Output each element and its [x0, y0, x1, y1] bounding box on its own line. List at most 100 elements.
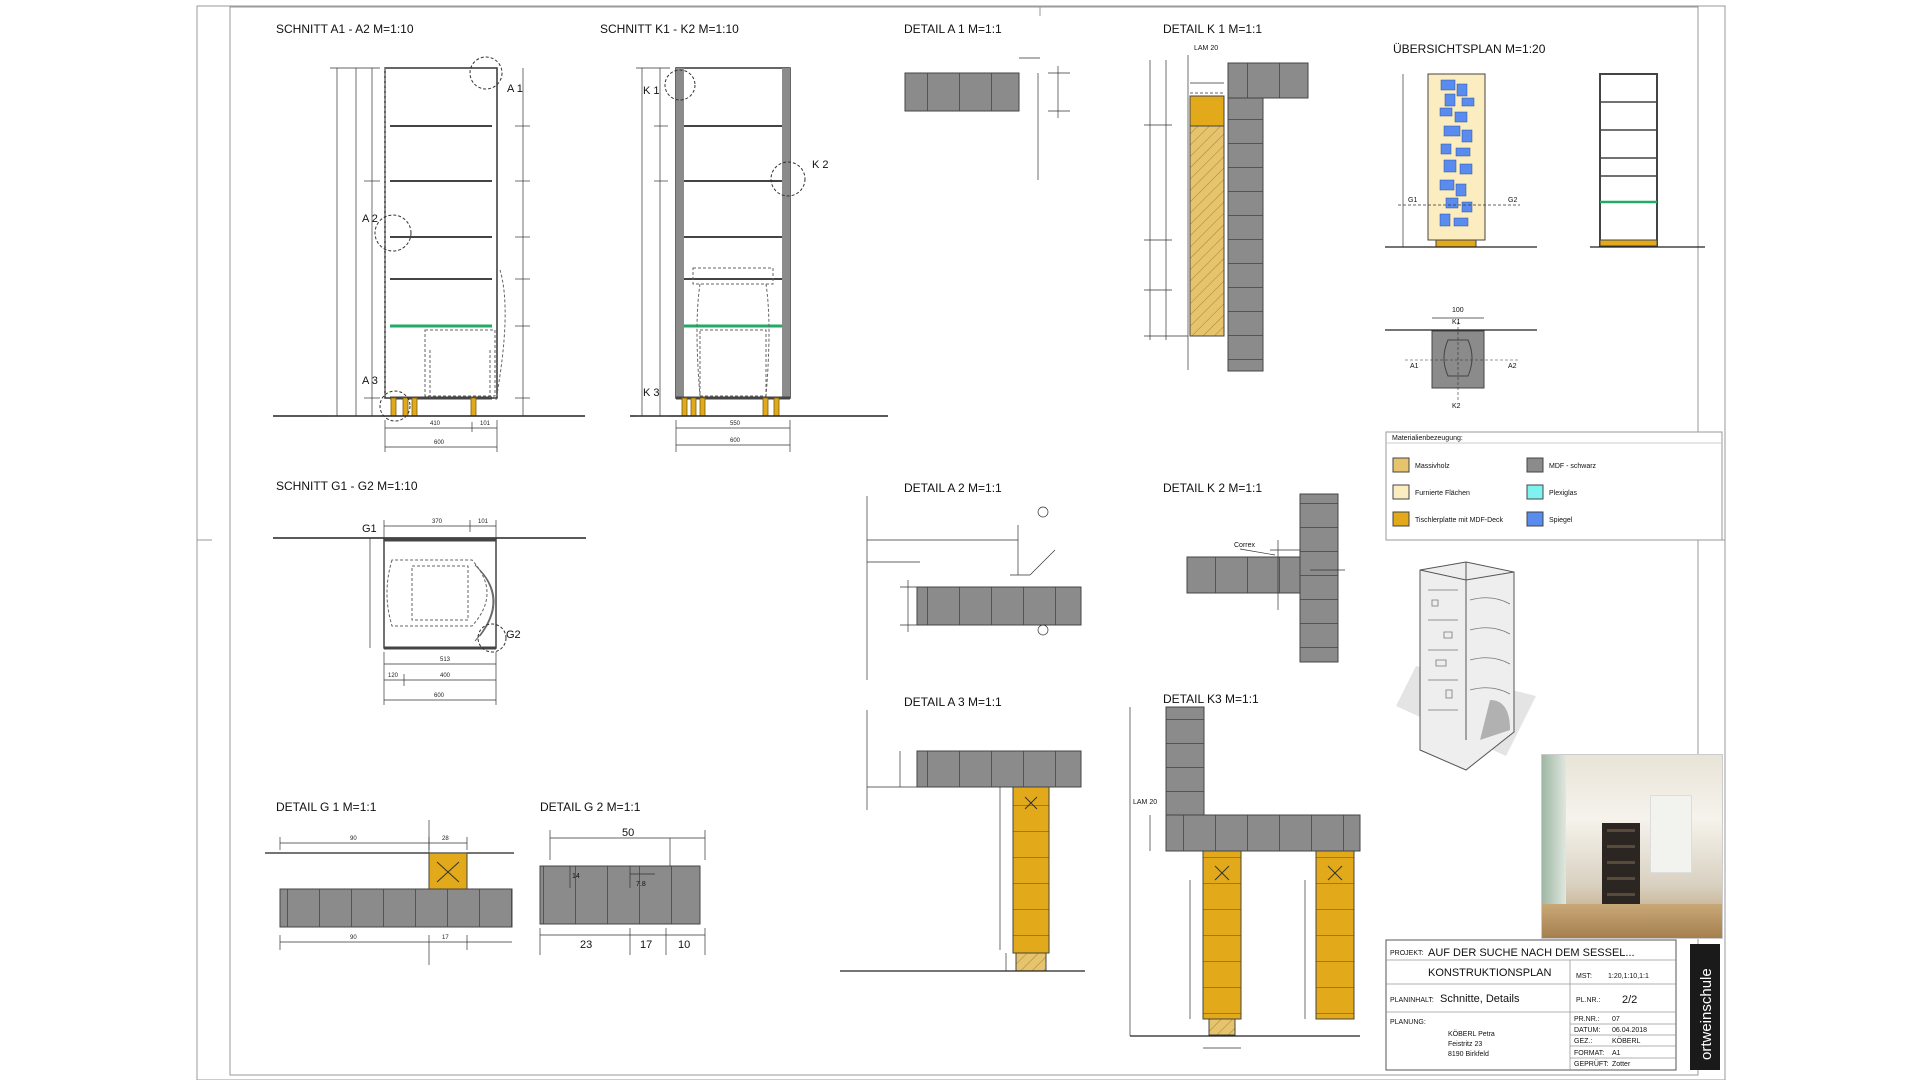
detail-a3-title: DETAIL A 3 M=1:1	[904, 695, 1002, 709]
legend-label: Spiegel	[1549, 517, 1573, 524]
tb-gez-value: KÖBERL	[1612, 1037, 1641, 1045]
title-block: PROJEKT: AUF DER SUCHE NACH DEM SESSEL..…	[1385, 939, 1720, 1071]
k3-lam-label: LAM 20	[1133, 799, 1157, 806]
dim-g2-7-8: 7.8	[636, 881, 646, 888]
detail-a2-title: DETAIL A 2 M=1:1	[904, 481, 1002, 495]
mirror-pattern	[1439, 79, 1475, 227]
tb-format-label: FORMAT:	[1574, 1050, 1604, 1057]
sheet-frame	[196, 5, 1726, 1080]
tb-planung-name: KÖBERL Petra	[1448, 1030, 1495, 1038]
dim-g2-23: 23	[580, 939, 592, 951]
dim-g1g2-600: 600	[434, 693, 445, 699]
tb-plnr-value: 2/2	[1622, 994, 1637, 1006]
dim-k1k2-600: 600	[730, 438, 741, 444]
marker-a3: A 3	[362, 375, 378, 387]
dim-g1g2-400: 400	[440, 673, 451, 679]
tb-datum-label: DATUM:	[1574, 1027, 1600, 1034]
marker-k3: K 3	[643, 387, 660, 399]
overview-marker-k2: K2	[1452, 403, 1461, 410]
dim-g1-90-bottom: 90	[350, 935, 357, 941]
detail-g2-title: DETAIL G 2 M=1:1	[540, 800, 641, 814]
tb-projekt-value: AUF DER SUCHE NACH DEM SESSEL...	[1428, 947, 1635, 959]
tb-planung-street: Feistritz 23	[1448, 1041, 1482, 1048]
section-k1-k2-title: SCHNITT K1 - K2 M=1:10	[600, 22, 739, 36]
detail-k1-title: DETAIL K 1 M=1:1	[1163, 22, 1262, 36]
dim-a1a2-101: 101	[480, 421, 491, 427]
dim-g2-17: 17	[640, 939, 652, 951]
detail-a2: DETAIL A 2 M=1:1	[866, 481, 1082, 680]
dim-g1-17: 17	[442, 935, 449, 941]
section-g1-g2: SCHNITT G1 - G2 M=1:10 G1 G2	[273, 479, 586, 705]
detail-k1: DETAIL K 1 M=1:1 LAM 20	[1144, 22, 1309, 372]
section-g1-g2-title: SCHNITT G1 - G2 M=1:10	[276, 479, 418, 493]
dim-g1-28: 28	[442, 836, 449, 842]
tb-gez-label: GEZ.:	[1574, 1038, 1592, 1045]
marker-g2: G2	[506, 629, 521, 641]
dim-g1-90-top: 90	[350, 836, 357, 842]
detail-a1: DETAIL A 1 M=1:1	[904, 22, 1070, 180]
photo-floor	[1542, 904, 1722, 938]
legend-label: Massivholz	[1415, 463, 1450, 470]
marker-a2: A 2	[362, 213, 378, 225]
overview-marker-k1: K1	[1452, 319, 1461, 326]
section-a1-a2-title: SCHNITT A1 - A2 M=1:10	[276, 22, 414, 36]
overview-title: ÜBERSICHTSPLAN M=1:20	[1393, 42, 1546, 56]
tb-mst-label: MST:	[1576, 973, 1592, 980]
tb-plnr-label: PL.NR.:	[1576, 997, 1601, 1004]
tb-prnr-label: PR.NR.:	[1574, 1016, 1600, 1023]
legend-swatch	[1526, 484, 1544, 500]
marker-k2: K 2	[812, 159, 829, 171]
material-legend: Materialienbezeugung: Massivholz MDF - sc…	[1385, 431, 1723, 541]
tb-geprueft-label: GEPRÜFT:	[1574, 1060, 1609, 1068]
marker-k1: K 1	[643, 85, 660, 97]
legend-swatch	[1392, 457, 1410, 473]
dim-g1g2-101: 101	[478, 519, 489, 525]
school-logo-text: ortweinschule	[1698, 968, 1715, 1060]
dim-k1k2-550: 550	[730, 421, 741, 427]
legend-label: MDF - schwarz	[1549, 463, 1597, 470]
detail-g1-title: DETAIL G 1 M=1:1	[276, 800, 377, 814]
legend-swatch	[1392, 511, 1410, 527]
legend-label: Tischlerplatte mit MDF-Deck	[1415, 517, 1504, 524]
overview-marker-a1: A1	[1410, 363, 1419, 370]
detail-g1: DETAIL G 1 M=1:1 90 28 90 17	[265, 800, 514, 965]
dim-g1g2-120: 120	[388, 673, 399, 679]
k1-lam-label: LAM 20	[1194, 45, 1218, 52]
dim-g2-50: 50	[622, 827, 634, 839]
dim-g1g2-370: 370	[432, 519, 443, 525]
photo-door	[1650, 795, 1692, 873]
dim-a1a2-410: 410	[430, 421, 441, 427]
k2-correx-label: Correx	[1234, 542, 1256, 549]
overview-marker-g1: G1	[1408, 197, 1417, 204]
tb-datum-value: 06.04.2018	[1612, 1027, 1647, 1034]
marker-g1: G1	[362, 523, 377, 535]
tb-prnr-value: 07	[1612, 1016, 1620, 1023]
legend-swatch	[1526, 457, 1544, 473]
legend-label: Plexiglas	[1549, 490, 1578, 497]
detail-g2: DETAIL G 2 M=1:1 50 14 7.8 23 17 10	[539, 800, 706, 955]
overview-marker-g2: G2	[1508, 197, 1517, 204]
tb-planung-label: PLANUNG:	[1390, 1019, 1426, 1026]
detail-k2: DETAIL K 2 M=1:1 Correx	[1163, 481, 1345, 663]
overview-dim-100: 100	[1452, 307, 1464, 314]
sketch-3d	[1396, 561, 1536, 771]
overview-marker-a2: A2	[1508, 363, 1517, 370]
legend-swatch	[1392, 484, 1410, 500]
dim-g2-10: 10	[678, 939, 690, 951]
marker-a1: A 1	[507, 83, 523, 95]
interior-photo	[1541, 754, 1723, 939]
detail-k3: DETAIL K3 M=1:1 LAM 20	[1129, 692, 1361, 1049]
overview-plan: ÜBERSICHTSPLAN M=1:20 G1 G2	[1385, 42, 1705, 410]
detail-a3: DETAIL A 3 M=1:1	[840, 695, 1085, 972]
tb-projekt-label: PROJEKT:	[1390, 950, 1424, 957]
dim-g2-14: 14	[572, 873, 580, 880]
dim-a1a2-600: 600	[434, 440, 445, 446]
section-k1-k2: SCHNITT K1 - K2 M=1:10	[600, 22, 888, 452]
dim-g1g2-513: 513	[440, 657, 451, 663]
section-a1-a2: SCHNITT A1 - A2 M=1:10	[273, 22, 585, 452]
tb-plan-type: KONSTRUKTIONSPLAN	[1428, 967, 1552, 979]
legend-title: Materialienbezeugung:	[1392, 435, 1463, 442]
tb-geprueft-value: Zotter	[1612, 1061, 1631, 1068]
legend-label: Furnierte Flächen	[1415, 490, 1470, 497]
